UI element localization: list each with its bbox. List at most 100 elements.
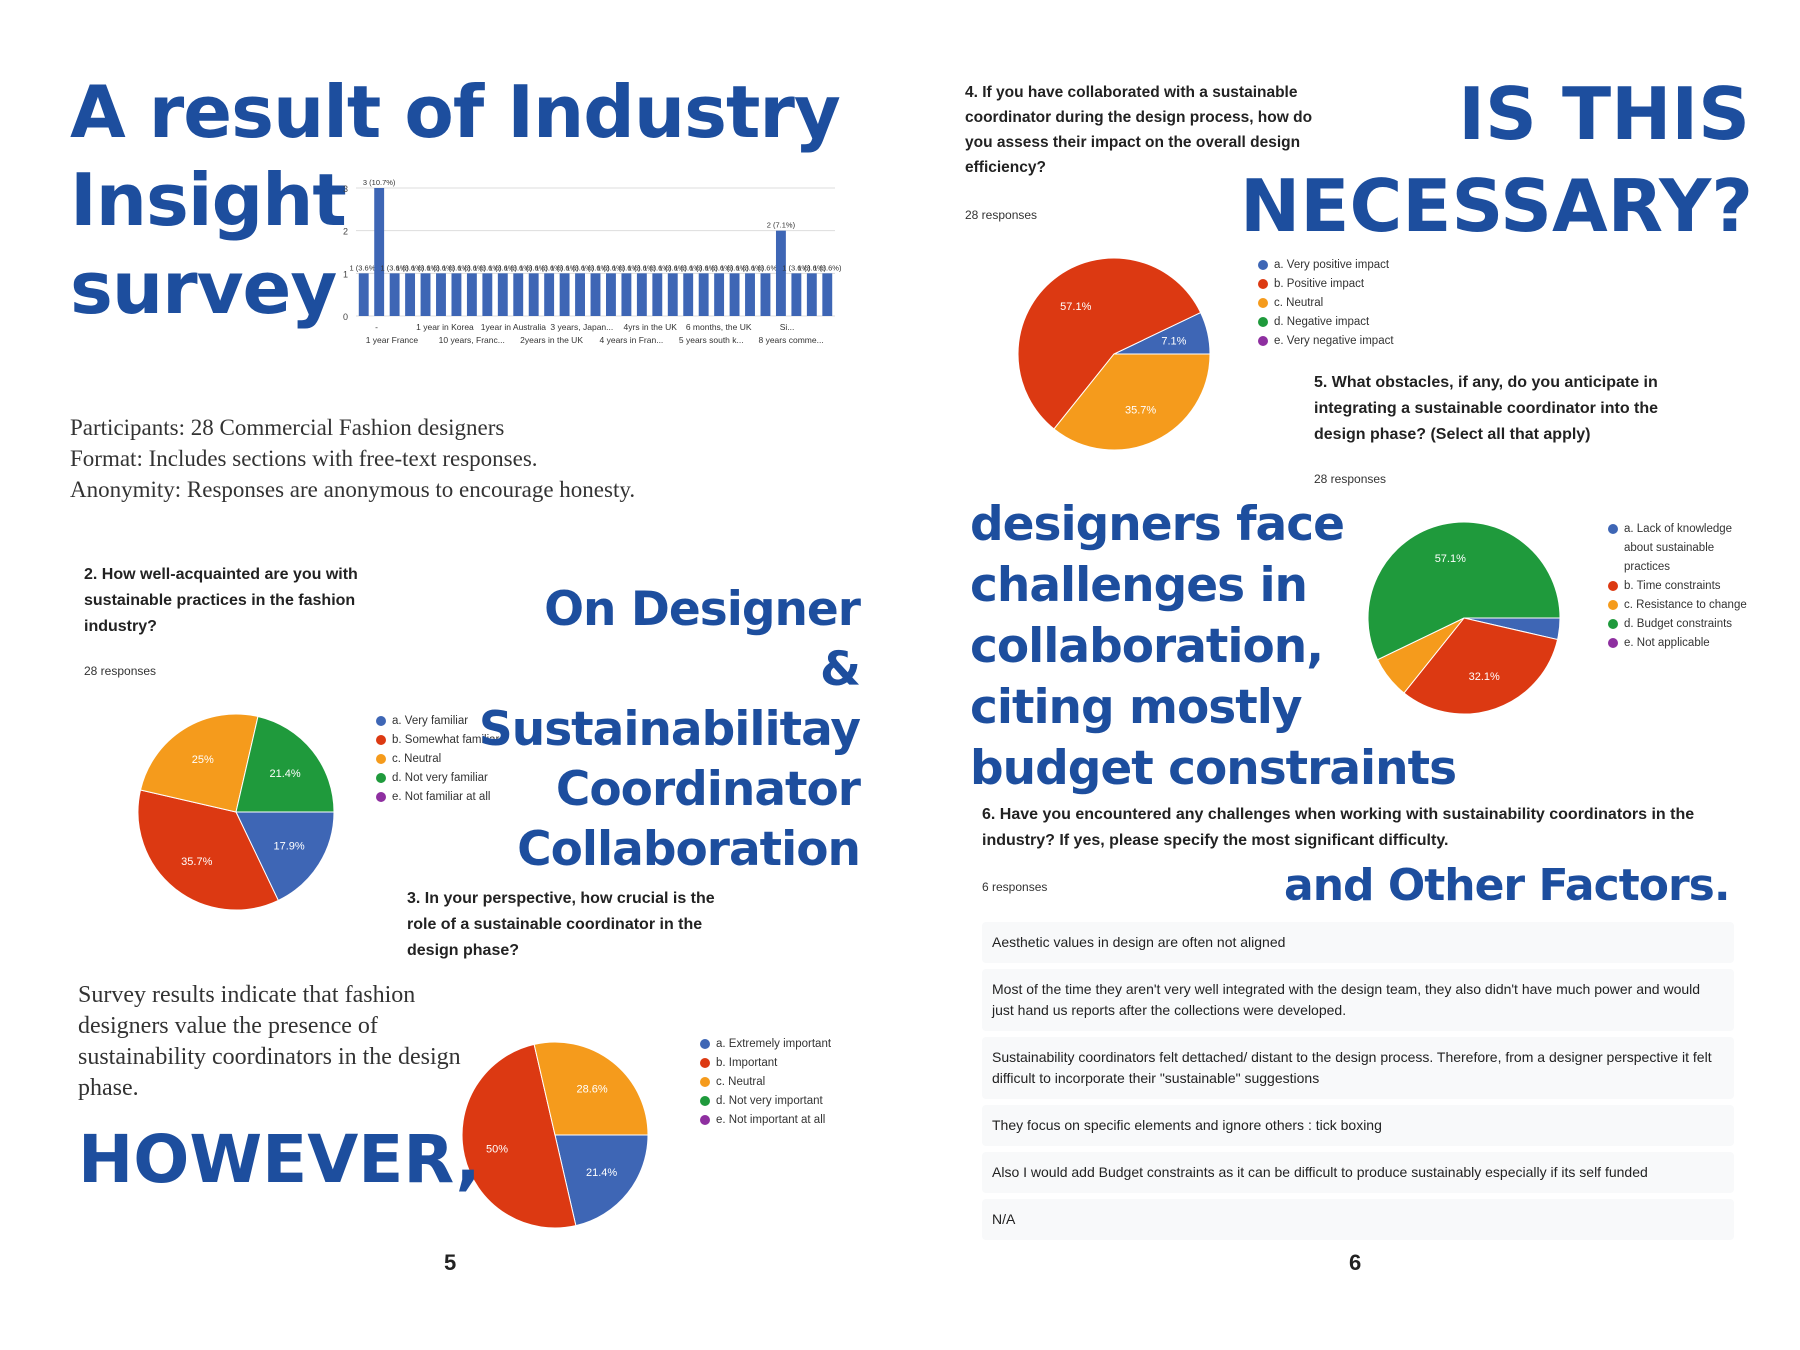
format-text: Format: Includes sections with free-text… (70, 446, 538, 471)
q5-legend: a. Lack of knowledge about sustainable p… (1608, 520, 1748, 653)
x-tick-label: 2years in the UK (520, 335, 583, 345)
pie-slice (137, 789, 279, 911)
legend-label: c. Neutral (1274, 297, 1324, 309)
pie-slice (533, 1041, 649, 1136)
bar (775, 230, 786, 316)
bar (606, 273, 616, 316)
x-tick-label: 1 year France (366, 335, 419, 345)
legend-label: a. Lack of knowledge about sustainable p… (1624, 523, 1733, 573)
bar-value-label: 1 (3.6%) (813, 263, 842, 272)
necessary-line-1: IS THIS (1458, 72, 1750, 156)
pie-value-label: 32.1% (1469, 671, 1500, 683)
bar (405, 273, 416, 316)
collab-line-2: & Sustainabilitay (478, 642, 861, 757)
legend-label: b. Somewhat familiar (392, 734, 500, 746)
legend-swatch (1258, 298, 1268, 308)
necessary-heading: IS THIS NECESSARY? (1240, 68, 1754, 252)
challenges-line-2: challenges in (970, 558, 1308, 613)
challenges-line-1: designers face (970, 497, 1345, 552)
legend-item: a. Lack of knowledge about sustainable p… (1608, 520, 1748, 577)
pie-slice (139, 713, 259, 813)
necessary-line-2: NECESSARY? (1240, 164, 1754, 248)
legend-swatch (700, 1115, 710, 1125)
legend-item: c. Neutral (376, 750, 526, 769)
pie-value-label: 21.4% (586, 1167, 617, 1179)
survey-title: A result of Industry Insight survey (70, 68, 841, 332)
collaboration-heading: On Designer & Sustainabilitay Coordinato… (430, 580, 861, 880)
legend-swatch (1608, 600, 1618, 610)
legend-swatch (376, 792, 386, 802)
y-tick-label: 1 (343, 269, 348, 279)
answer-item: They focus on specific elements and igno… (982, 1105, 1734, 1146)
challenges-line-4: citing mostly (970, 680, 1302, 735)
bar-value-label: 1 (3.6%) (659, 263, 688, 272)
bar-value-label: 1 (3.6%) (535, 263, 564, 272)
x-tick-label: 1year in Australia (481, 322, 546, 332)
bar-value-label: 1 (3.6%) (597, 263, 626, 272)
legend-item: d. Negative impact (1258, 313, 1448, 332)
bar-value-label: 1 (3.6%) (628, 263, 657, 272)
bar (528, 273, 539, 316)
bar-value-label: 1 (3.6%) (489, 263, 518, 272)
answer-item: Aesthetic values in design are often not… (982, 922, 1734, 963)
bar-value-label: 1 (3.6%) (504, 263, 533, 272)
legend-swatch (1258, 317, 1268, 327)
legend-label: a. Very familiar (392, 715, 469, 727)
legend-swatch (1608, 581, 1618, 591)
legend-swatch (700, 1039, 710, 1049)
q4-responses: 28 responses (965, 208, 1038, 222)
anonymity-text: Anonymity: Responses are anonymous to en… (70, 477, 636, 502)
pie-value-label: 17.9% (273, 840, 304, 852)
title-line-1: A result of Industry (70, 70, 841, 154)
legend-label: e. Not applicable (1624, 637, 1710, 649)
legend-label: d. Not very familiar (392, 772, 488, 784)
x-tick-label: 6 months, the UK (686, 322, 752, 332)
q2-question: 2. How well-acquainted are you with sust… (84, 566, 358, 635)
collab-line-1: On Designer (544, 582, 861, 637)
legend-swatch (376, 754, 386, 764)
legend-swatch (1608, 524, 1618, 534)
x-tick-label: 1 year in Korea (416, 322, 474, 332)
bar (806, 273, 817, 316)
bar-value-label: 1 (3.6%) (705, 263, 734, 272)
legend-item: e. Not important at all (700, 1111, 870, 1130)
participants-text: Participants: 28 Commercial Fashion desi… (70, 415, 505, 440)
pie-value-label: 35.7% (181, 856, 212, 868)
collab-line-3: Coordinator (555, 762, 861, 817)
bar (729, 273, 740, 316)
q6-question: 6. Have you encountered any challenges w… (982, 806, 1695, 849)
legend-label: c. Neutral (392, 753, 442, 765)
q2-legend: a. Very familiar b. Somewhat familiar c. N… (376, 712, 526, 807)
legend-item: b. Somewhat familiar (376, 731, 526, 750)
however-text: HOWEVER, (78, 1121, 481, 1198)
pie-slice (235, 811, 335, 902)
answer-item: Sustainability coordinators felt dettach… (982, 1037, 1734, 1099)
bar-value-label: 1 (3.6%) (427, 263, 456, 272)
bar-value-label: 1 (3.6%) (782, 263, 811, 272)
legend-label: e. Not important at all (716, 1114, 826, 1126)
pie-value-label: 35.7% (1125, 404, 1156, 416)
legend-swatch (700, 1077, 710, 1087)
legend-swatch (1608, 619, 1618, 629)
q4-question: 4. If you have collaborated with a susta… (965, 84, 1313, 176)
x-tick-label: 5 years south k... (679, 335, 744, 345)
page-number-left: 5 (444, 1250, 457, 1275)
pie-slice (461, 1043, 577, 1229)
bar (791, 273, 802, 316)
q4-legend: a. Very positive impact b. Positive impac… (1258, 256, 1448, 351)
x-tick-label: Si... (780, 322, 795, 332)
legend-item: c. Resistance to change (1608, 596, 1748, 615)
collab-line-4: Collaboration (517, 822, 861, 877)
legend-item: b. Positive impact (1258, 275, 1448, 294)
title-line-3: survey (70, 246, 337, 330)
x-tick-label: 3 years, Japan... (550, 322, 613, 332)
bar-value-label: 1 (3.6%) (458, 263, 487, 272)
title-line-2: Insight (70, 158, 347, 242)
survey-info: Participants: 28 Commercial Fashion desi… (70, 412, 635, 505)
q4-pie-chart: 7.1% 57.1% 35.7% (1017, 257, 1211, 451)
bar-value-label: 1 (3.6%) (520, 263, 549, 272)
pie-slice (1017, 257, 1202, 430)
page-number-right: 6 (1349, 1250, 1362, 1275)
legend-label: e. Not familiar at all (392, 791, 491, 803)
bar-value-label: 3 (10.7%) (363, 178, 396, 187)
